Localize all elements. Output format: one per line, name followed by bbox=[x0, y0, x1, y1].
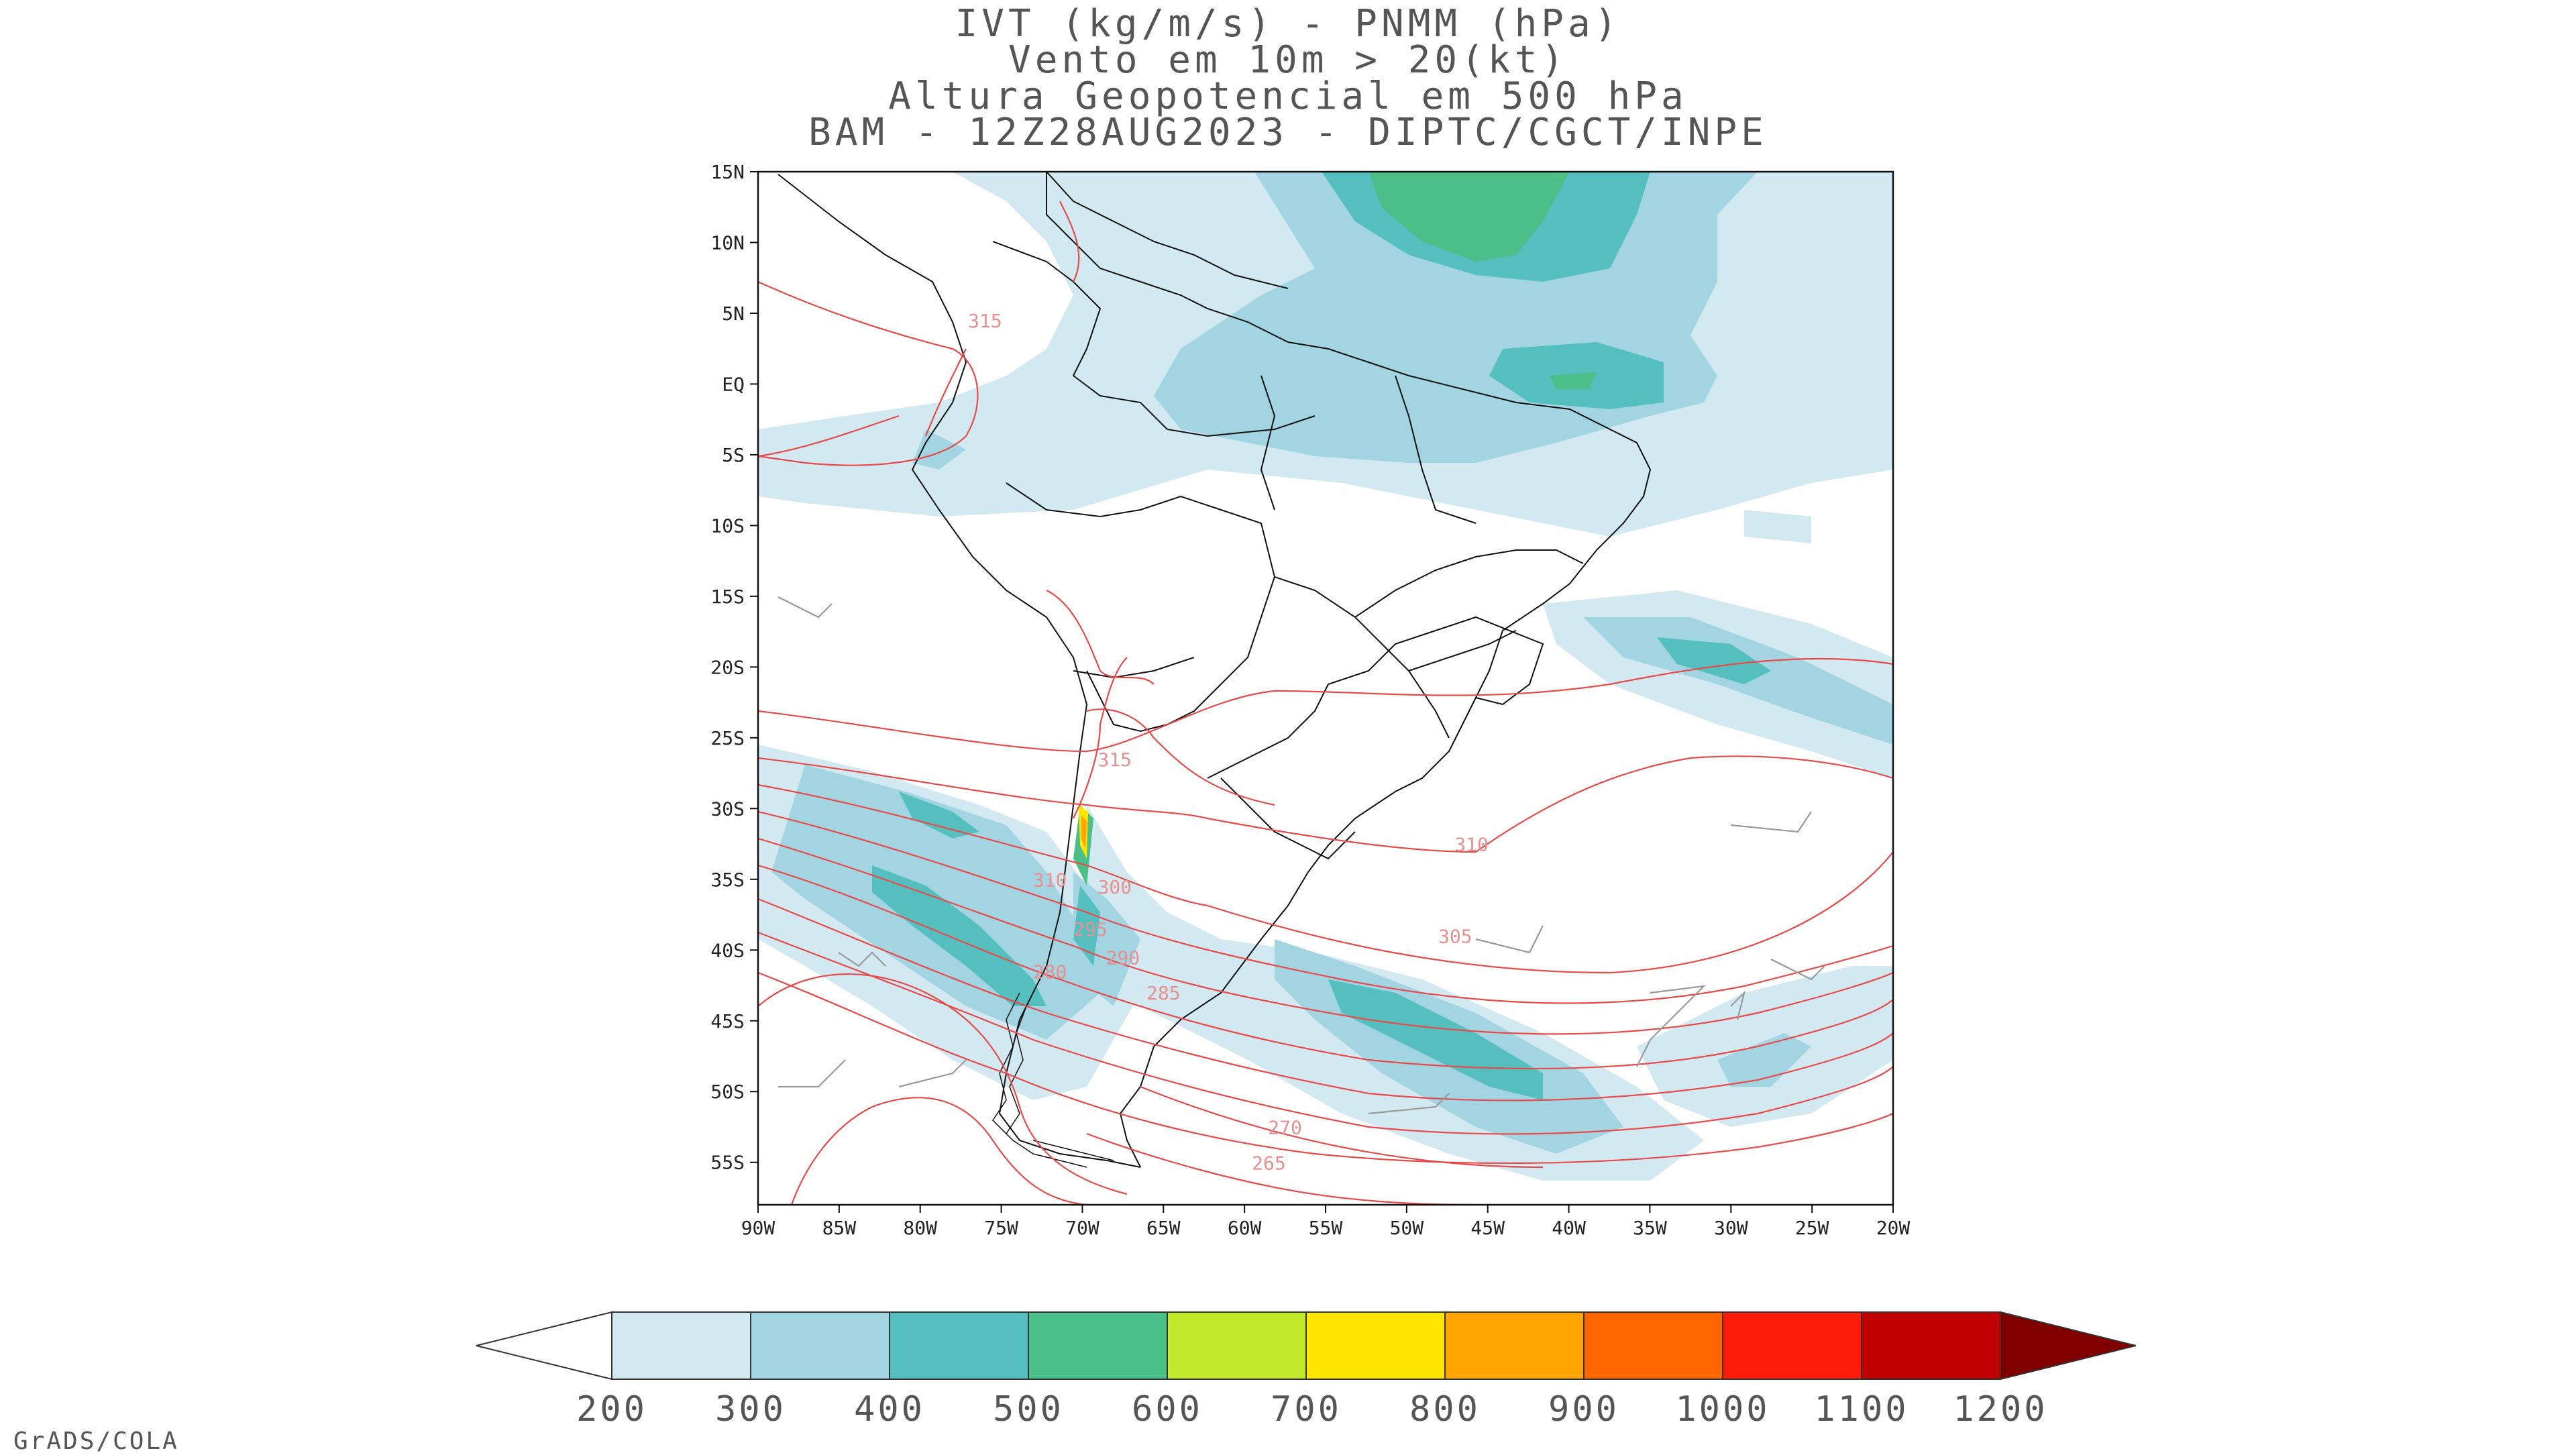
lon-tick-label: 45W bbox=[1470, 1217, 1505, 1239]
contour-label: 270 bbox=[1268, 1117, 1302, 1139]
lat-tick-label: 15S bbox=[710, 586, 745, 608]
contour-label: 305 bbox=[1438, 926, 1472, 948]
colorbar-box bbox=[611, 1311, 751, 1380]
lat-tick-label: 15N bbox=[710, 161, 745, 183]
colorbar-label: 300 bbox=[715, 1389, 786, 1430]
lat-axis: 15N 10N 5N EQ 5S 10S 15S 20S 25S 30S 35S 40S 45S 50S 5… bbox=[710, 161, 758, 1174]
colorbar-label: 200 bbox=[576, 1389, 647, 1430]
lon-tick-label: 40W bbox=[1552, 1217, 1586, 1239]
ivt-shading-high-andes bbox=[1079, 805, 1088, 859]
colorbar-box bbox=[1444, 1311, 1585, 1380]
contour-label: 310 bbox=[1454, 834, 1489, 856]
lat-tick-label: 50S bbox=[710, 1081, 745, 1103]
title-line-4: BAM - 12Z28AUG2023 - DIPTC/CGCT/INPE bbox=[808, 111, 1768, 154]
colorbar-box bbox=[750, 1311, 890, 1380]
lon-tick-label: 55W bbox=[1309, 1217, 1343, 1239]
colorbar-box bbox=[1722, 1311, 1862, 1380]
lon-tick-label: 60W bbox=[1228, 1217, 1262, 1239]
title-line-2: Vento em 10m > 20(kt) bbox=[1008, 38, 1568, 82]
contour-label: 280 bbox=[1033, 961, 1067, 983]
colorbar-under-arrow bbox=[476, 1311, 612, 1381]
title-line-3: Altura Geopotencial em 500 hPa bbox=[888, 74, 1688, 118]
colorbar-label: 700 bbox=[1271, 1389, 1342, 1430]
lat-tick-label: 40S bbox=[710, 939, 745, 961]
colorbar: 200 300 400 500 600 700 800 900 1000 1100 1200 bbox=[476, 1311, 2137, 1430]
lat-tick-label: 30S bbox=[710, 798, 745, 820]
colorbar-label: 500 bbox=[993, 1389, 1064, 1430]
lat-tick-label: 10S bbox=[710, 515, 745, 537]
lon-tick-label: 20W bbox=[1876, 1217, 1911, 1239]
contour-label: 300 bbox=[1097, 876, 1132, 898]
colorbar-label: 800 bbox=[1409, 1389, 1481, 1430]
lat-tick-label: 25S bbox=[710, 727, 745, 749]
contour-labels: 315 315 310 305 300 295 290 285 280 270 265 310 bbox=[968, 310, 1489, 1174]
title-line-1: IVT (kg/m/s) - PNMM (hPa) bbox=[955, 2, 1621, 46]
lon-tick-label: 25W bbox=[1795, 1217, 1829, 1239]
lat-tick-label: 5S bbox=[722, 444, 745, 466]
patagonia-coast bbox=[992, 992, 1114, 1168]
colorbar-label: 1200 bbox=[1953, 1389, 2047, 1430]
lon-axis: 90W 85W 80W 75W 70W 65W 60W 55W 50W 45W 40W 35W 30W 2… bbox=[741, 1205, 1911, 1239]
lat-tick-label: 10N bbox=[710, 231, 745, 254]
lat-tick-label: EQ bbox=[722, 373, 745, 395]
contour-label: 310 bbox=[1033, 869, 1067, 891]
colorbar-label: 600 bbox=[1132, 1389, 1203, 1430]
lat-tick-label: 35S bbox=[710, 869, 745, 891]
contour-label: 265 bbox=[1252, 1152, 1286, 1174]
colorbar-box bbox=[1028, 1311, 1168, 1380]
contour-label: 285 bbox=[1146, 982, 1181, 1004]
colorbar-box bbox=[1167, 1311, 1307, 1380]
lon-tick-label: 90W bbox=[741, 1217, 775, 1239]
colorbar-label: 900 bbox=[1548, 1389, 1619, 1430]
contour-label: 290 bbox=[1106, 947, 1140, 969]
credit-text: GrADS/COLA bbox=[13, 1427, 179, 1455]
lon-tick-label: 30W bbox=[1714, 1217, 1748, 1239]
lon-tick-label: 35W bbox=[1633, 1217, 1667, 1239]
lat-tick-label: 55S bbox=[710, 1152, 745, 1174]
lat-tick-label: 20S bbox=[710, 656, 745, 678]
contour-label: 315 bbox=[968, 310, 1002, 332]
lat-tick-label: 5N bbox=[722, 303, 745, 325]
colorbar-box bbox=[889, 1311, 1029, 1380]
colorbar-box bbox=[1305, 1311, 1446, 1380]
colorbar-label: 1000 bbox=[1675, 1389, 1770, 1430]
lon-tick-label: 50W bbox=[1390, 1217, 1424, 1239]
colorbar-label: 400 bbox=[854, 1389, 925, 1430]
map-area[interactable]: 315 315 310 305 300 295 290 285 280 270 265 310 bbox=[758, 172, 1893, 1205]
lon-tick-label: 75W bbox=[984, 1217, 1018, 1239]
wind-barbs bbox=[777, 596, 1825, 1115]
contour-label: 315 bbox=[1097, 749, 1132, 771]
colorbar-label: 1100 bbox=[1814, 1389, 1909, 1430]
lon-tick-label: 80W bbox=[903, 1217, 937, 1239]
lon-tick-label: 85W bbox=[822, 1217, 857, 1239]
colorbar-box bbox=[1583, 1311, 1723, 1380]
lon-tick-label: 65W bbox=[1146, 1217, 1181, 1239]
coastlines bbox=[777, 172, 1652, 1168]
colorbar-box bbox=[1861, 1311, 2001, 1380]
lon-tick-label: 70W bbox=[1065, 1217, 1099, 1239]
geopotential-contours bbox=[758, 201, 1893, 1205]
colorbar-over-arrow bbox=[2000, 1311, 2137, 1381]
contour-label: 295 bbox=[1073, 918, 1108, 940]
lat-tick-label: 45S bbox=[710, 1010, 745, 1032]
